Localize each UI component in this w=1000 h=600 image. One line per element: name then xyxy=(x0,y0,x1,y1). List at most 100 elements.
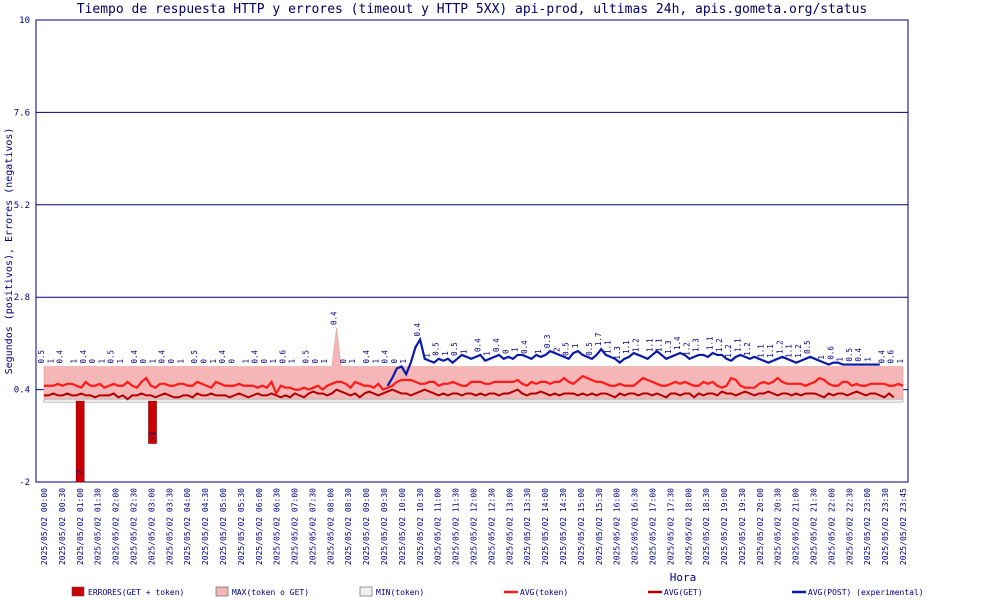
x-tick-label: 2025/05/02 12:00 xyxy=(470,488,479,565)
point-value-label: 0.5 xyxy=(107,350,116,364)
error-bars: -2 -1 xyxy=(75,400,157,483)
point-value-label: 1.3 xyxy=(613,346,622,360)
point-value-label: 1.1 xyxy=(655,338,664,352)
legend-label: ERRORES(GET + token) xyxy=(88,588,184,597)
point-value-label: 0 xyxy=(139,359,148,364)
x-tick-label: 2025/05/02 07:30 xyxy=(308,488,317,565)
x-tick-label: 2025/05/02 11:00 xyxy=(434,488,443,565)
point-value-label: 0.4 xyxy=(381,349,390,363)
point-value-label: 0.4 xyxy=(251,349,260,363)
x-tick-label: 2025/05/02 11:30 xyxy=(452,488,461,565)
legend-label: AVG(POST) (experimental) xyxy=(808,588,924,597)
y-tick-label: 7.6 xyxy=(14,108,30,118)
point-value-label: 0.4 xyxy=(330,311,339,325)
point-value-label: 0 xyxy=(339,359,348,364)
point-value-label: 0.4 xyxy=(130,349,139,363)
point-value-label: 0.4 xyxy=(413,323,422,337)
x-tick-label: 2025/05/02 04:00 xyxy=(183,488,192,565)
x-axis-ticks: 2025/05/02 00:00 2025/05/02 00:30 2025/05/… xyxy=(40,488,908,565)
point-value-label: 1.1 xyxy=(706,336,715,350)
point-value-label: 0.5 xyxy=(432,342,441,356)
point-value-label: 1 xyxy=(571,344,580,349)
series-lines xyxy=(44,336,904,401)
x-tick-label: 2025/05/02 09:00 xyxy=(362,488,371,565)
point-value-label: 0.3 xyxy=(543,335,552,349)
point-value-label: 1.2 xyxy=(724,344,733,358)
x-tick-label: 2025/05/02 02:30 xyxy=(129,488,138,565)
x-tick-label: 2025/05/02 20:00 xyxy=(756,488,765,565)
x-tick-label: 2025/05/02 13:30 xyxy=(523,488,532,565)
x-tick-label: 2025/05/02 16:00 xyxy=(613,488,622,565)
avg-token-line xyxy=(44,374,904,396)
x-tick-label: 2025/05/02 17:00 xyxy=(648,488,657,565)
x-tick-label: 2025/05/02 05:00 xyxy=(219,488,228,565)
min-area xyxy=(43,398,904,403)
point-value-label: 0 xyxy=(501,349,510,354)
x-tick-label: 2025/05/02 01:30 xyxy=(94,488,103,565)
point-value-label: 1 xyxy=(511,347,520,352)
min-area-series xyxy=(43,398,904,403)
avg-post-line xyxy=(386,336,880,387)
point-value-label: 1 xyxy=(534,349,543,354)
x-tick-label: 2025/05/02 10:00 xyxy=(398,488,407,565)
point-value-label: 1 xyxy=(817,355,826,360)
x-tick-label: 2025/05/02 01:00 xyxy=(76,488,85,565)
point-value-label: 1 xyxy=(176,359,185,364)
point-labels: 0.5 1 0.4 1 0.4 0 1 0.5 1 0.4 0 1 0.4 0 1 0.5 0 1 0.4 0 1 0.4… xyxy=(37,311,905,364)
legend-label: AVG(GET) xyxy=(664,588,703,597)
point-value-label: 1.2 xyxy=(794,344,803,358)
legend-label: AVG(token) xyxy=(520,588,568,597)
x-tick-label: 2025/05/02 09:30 xyxy=(380,488,389,565)
x-tick-label: 2025/05/02 12:30 xyxy=(487,488,496,565)
point-value-label: 1.3 xyxy=(664,340,673,354)
point-value-label: 0.6 xyxy=(887,349,896,363)
y-axis-ticks: -2 0.4 2.8 5.2 7.6 10 xyxy=(14,16,30,488)
legend: ERRORES(GET + token) MAX(token o GET) MIN(… xyxy=(71,586,924,597)
x-tick-label: 2025/05/02 18:30 xyxy=(702,488,711,565)
point-value-label: 1 xyxy=(209,359,218,364)
point-value-label: 0.4 xyxy=(473,338,482,352)
point-value-label: 0.5 xyxy=(562,342,571,356)
point-value-label: 1 xyxy=(288,359,297,364)
point-value-label: 1 xyxy=(896,359,905,364)
point-value-label: 0.4 xyxy=(520,340,529,354)
x-tick-label: 2025/05/02 18:00 xyxy=(684,488,693,565)
legend-label: MAX(token o GET) xyxy=(232,588,309,597)
point-value-label: 1 xyxy=(441,351,450,356)
point-value-label: 0.5 xyxy=(37,350,46,364)
point-value-label: 1.1 xyxy=(785,344,794,358)
point-value-label: 1 xyxy=(483,351,492,356)
y-tick-label: 2.8 xyxy=(14,293,30,303)
x-tick-label: 2025/05/02 17:30 xyxy=(666,488,675,565)
point-value-label: 0 xyxy=(390,359,399,364)
point-value-label: 0.4 xyxy=(492,338,501,352)
point-value-label: 1 xyxy=(269,359,278,364)
x-tick-label: 2025/05/02 23:00 xyxy=(863,488,872,565)
point-value-label: 1 xyxy=(348,359,357,364)
error-bar xyxy=(75,400,85,483)
legend-swatch xyxy=(359,586,373,597)
point-value-label: 0 xyxy=(260,359,269,364)
legend-label: MIN(token) xyxy=(376,588,424,597)
point-value-label: 0.6 xyxy=(278,349,287,363)
x-tick-label: 2025/05/02 23:30 xyxy=(881,488,890,565)
point-value-label: 1.1 xyxy=(645,338,654,352)
x-tick-label: 2025/05/02 14:00 xyxy=(541,488,550,565)
point-value-label: 1 xyxy=(399,359,408,364)
point-value-label: 1.1 xyxy=(757,344,766,358)
x-tick-label: 2025/05/02 02:00 xyxy=(112,488,121,565)
x-tick-label: 2025/05/02 05:30 xyxy=(237,488,246,565)
error-value-label: -2 xyxy=(75,469,84,479)
x-tick-label: 2025/05/02 00:30 xyxy=(58,488,67,565)
x-tick-label: 2025/05/02 08:30 xyxy=(344,488,353,565)
point-value-label: 1 xyxy=(46,359,55,364)
x-tick-label: 2025/05/02 07:00 xyxy=(291,488,300,565)
x-tick-label: 2025/05/02 00:00 xyxy=(40,488,49,565)
point-value-label: 1.4 xyxy=(673,336,682,350)
x-tick-label: 2025/05/02 15:30 xyxy=(595,488,604,565)
x-tick-label: 2025/05/02 10:30 xyxy=(416,488,425,565)
x-tick-label: 2025/05/02 23:45 xyxy=(899,488,908,565)
point-value-label: 0.5 xyxy=(803,340,812,354)
point-value-label: 1 xyxy=(97,359,106,364)
point-value-label: 1.1 xyxy=(603,340,612,354)
